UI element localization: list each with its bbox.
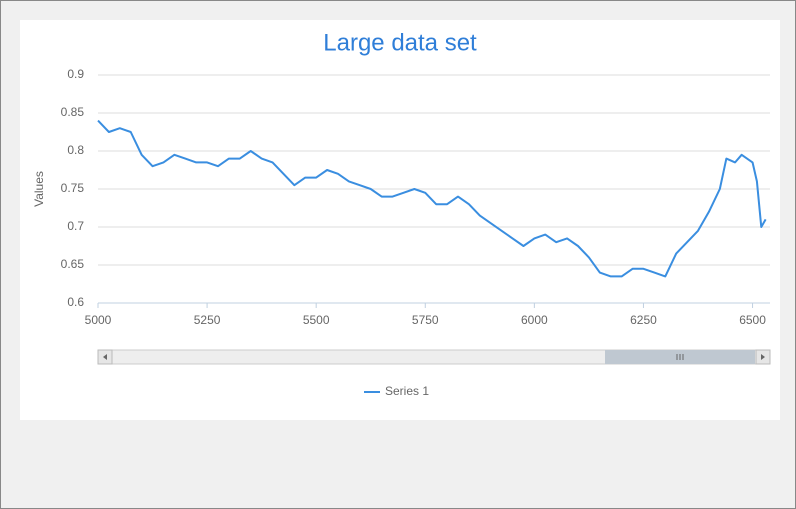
arrow-icon xyxy=(103,354,107,360)
x-tick-label: 5250 xyxy=(194,313,221,327)
x-tick-label: 5000 xyxy=(85,313,112,327)
arrow-icon xyxy=(761,354,765,360)
chart: Large data set Values 0.6 0.65 0.7 0.75 0.8 0… xyxy=(20,20,780,420)
x-tick-label: 6000 xyxy=(521,313,548,327)
series-line xyxy=(97,119,767,278)
y-tick-label: 0.85 xyxy=(61,105,85,119)
y-axis-title: Values xyxy=(32,171,46,207)
legend-label[interactable]: Series 1 xyxy=(385,384,429,398)
y-tick-label: 0.6 xyxy=(67,295,84,309)
y-tick-label: 0.8 xyxy=(67,143,84,157)
x-tick-label: 5500 xyxy=(303,313,330,327)
scrollbar[interactable] xyxy=(97,349,771,365)
chart-title: Large data set xyxy=(323,29,477,56)
x-tick-label: 6250 xyxy=(630,313,657,327)
y-tick-label: 0.75 xyxy=(61,181,85,195)
x-tick-label: 5750 xyxy=(412,313,439,327)
y-tick-label: 0.65 xyxy=(61,257,85,271)
x-tick-label: 6500 xyxy=(739,313,766,327)
y-tick-label: 0.9 xyxy=(67,67,84,81)
y-tick-label: 0.7 xyxy=(67,219,84,233)
grip-icon xyxy=(676,354,684,360)
